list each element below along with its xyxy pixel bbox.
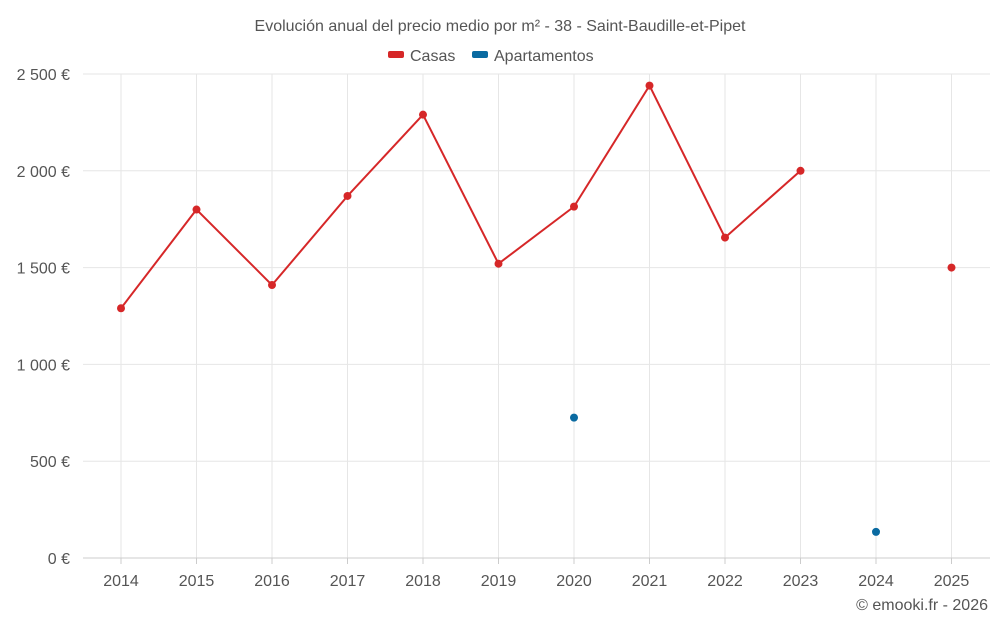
data-point-casas[interactable] bbox=[570, 202, 578, 211]
series-line-casas bbox=[195, 208, 273, 286]
series-line-casas bbox=[724, 170, 802, 239]
x-tick-label: 2021 bbox=[632, 573, 668, 590]
series-line-casas bbox=[120, 208, 198, 309]
x-tick-label: 2019 bbox=[481, 573, 517, 590]
data-point-casas[interactable] bbox=[343, 191, 352, 200]
y-tick-label: 0 € bbox=[48, 551, 70, 568]
grid-horizontal bbox=[83, 73, 990, 559]
data-point-casas[interactable] bbox=[419, 110, 427, 119]
series-line-casas bbox=[422, 114, 500, 265]
y-tick-label: 500 € bbox=[30, 454, 70, 471]
series-line-casas bbox=[648, 85, 726, 239]
data-point-casas[interactable] bbox=[117, 304, 125, 313]
y-tick-label: 1 000 € bbox=[17, 357, 70, 374]
x-tick-label: 2017 bbox=[330, 573, 366, 590]
data-point-casas[interactable] bbox=[494, 259, 503, 268]
y-tick-label: 2 000 € bbox=[17, 164, 70, 181]
data-point-casas[interactable] bbox=[796, 166, 805, 175]
x-tick-label: 2025 bbox=[934, 573, 970, 590]
x-tick-label: 2018 bbox=[405, 573, 441, 590]
x-axis-ticks: 2014 2015 2016 2017 2018 2019 2020 2021 2022 2023… bbox=[103, 573, 969, 590]
x-tick-label: 2022 bbox=[707, 573, 743, 590]
data-point-casas[interactable] bbox=[192, 205, 201, 214]
x-tick-label: 2016 bbox=[254, 573, 290, 590]
y-axis-ticks: 0 € 500 € 1 000 € 1 500 € 2 000 € 2 500 € bbox=[17, 67, 70, 568]
series-group bbox=[117, 81, 956, 536]
x-tick-label: 2024 bbox=[858, 573, 894, 590]
data-point-apartamentos[interactable] bbox=[872, 527, 880, 536]
series-line-casas bbox=[497, 205, 575, 265]
legend-swatch-casas bbox=[388, 51, 404, 58]
x-tick-label: 2023 bbox=[783, 573, 819, 590]
legend-label-apartamentos[interactable]: Apartamentos bbox=[494, 48, 594, 65]
grid-vertical bbox=[120, 74, 952, 564]
series-line-casas bbox=[271, 195, 349, 286]
data-point-casas[interactable] bbox=[947, 263, 956, 272]
x-tick-label: 2015 bbox=[179, 573, 215, 590]
y-tick-label: 1 500 € bbox=[17, 261, 70, 278]
y-tick-label: 2 500 € bbox=[17, 67, 70, 84]
data-point-apartamentos[interactable] bbox=[570, 413, 578, 422]
data-point-casas[interactable] bbox=[721, 233, 729, 242]
credit-text: © emooki.fr - 2026 bbox=[856, 597, 988, 614]
legend-label-casas[interactable]: Casas bbox=[410, 48, 455, 65]
x-tick-label: 2014 bbox=[103, 573, 139, 590]
chart-title: Evolución anual del precio medio por m² … bbox=[255, 18, 746, 35]
series-line-casas bbox=[573, 85, 651, 208]
x-tick-label: 2020 bbox=[556, 573, 592, 590]
legend-swatch-apartamentos bbox=[472, 51, 488, 58]
data-point-casas[interactable] bbox=[645, 81, 654, 90]
series-line-casas bbox=[346, 113, 424, 197]
legend: Casas Apartamentos bbox=[388, 48, 594, 65]
data-point-casas[interactable] bbox=[268, 281, 276, 290]
